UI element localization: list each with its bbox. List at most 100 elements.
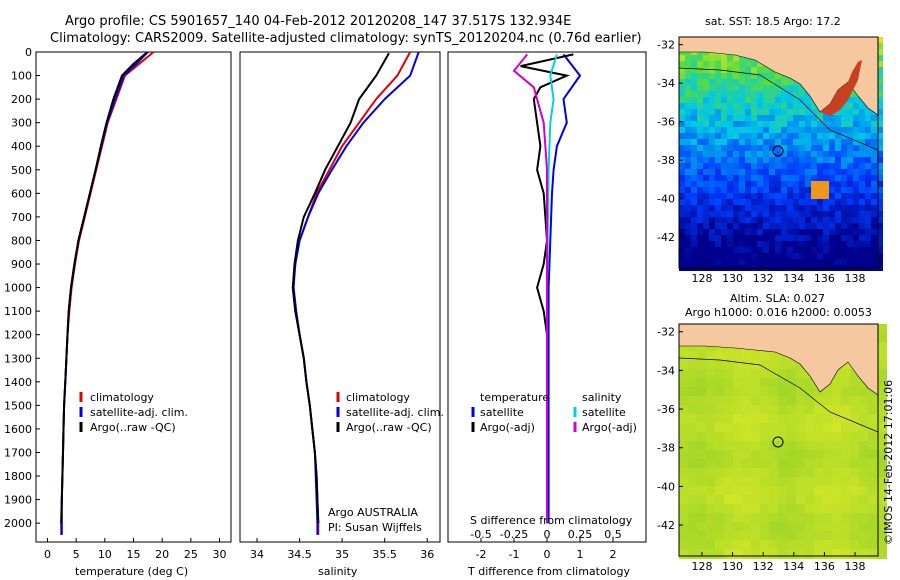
sst-cell xyxy=(877,181,883,187)
sst-cell xyxy=(709,109,715,115)
sst-cell xyxy=(793,169,799,175)
sla-cell xyxy=(706,531,716,541)
sst-cell xyxy=(715,175,721,181)
sst-cell xyxy=(757,247,763,253)
sst-cell xyxy=(739,121,745,127)
sst-cell xyxy=(859,109,865,115)
sst-cell xyxy=(835,115,841,121)
sla-cell xyxy=(724,414,734,424)
sla-cell xyxy=(688,405,698,415)
sla-cell xyxy=(733,405,743,415)
sla-cell xyxy=(805,450,815,460)
sst-cell xyxy=(799,223,805,229)
sst-cell xyxy=(679,103,685,109)
sst-cell xyxy=(793,121,799,127)
sst-cell xyxy=(727,103,733,109)
sla-cell xyxy=(733,513,743,523)
sst-cell xyxy=(721,169,727,175)
sla-cell xyxy=(814,441,824,451)
sst-cell xyxy=(811,163,817,169)
sst-cell xyxy=(793,253,799,259)
sla-cell xyxy=(787,504,797,514)
sst-cell xyxy=(679,109,685,115)
sst-cell xyxy=(703,103,709,109)
sst-cell xyxy=(721,91,727,97)
top-tick-label: 0.25 xyxy=(568,528,593,541)
sla-cell xyxy=(814,486,824,496)
sla-cell xyxy=(679,351,689,361)
sst-cell xyxy=(679,151,685,157)
sst-cell xyxy=(679,91,685,97)
sst-cell xyxy=(853,235,859,241)
sst-cell xyxy=(757,103,763,109)
sst-cell xyxy=(871,133,877,139)
sst-cell xyxy=(769,175,775,181)
sst-cell xyxy=(811,217,817,223)
sst-cell xyxy=(691,127,697,133)
sst-cell xyxy=(823,229,829,235)
sst-cell xyxy=(793,205,799,211)
sla-cell xyxy=(805,477,815,487)
sst-cell xyxy=(751,217,757,223)
sla-cell xyxy=(877,549,887,559)
sla-cell xyxy=(850,513,860,523)
sst-cell xyxy=(823,163,829,169)
sst-cell xyxy=(739,151,745,157)
sst-cell xyxy=(829,235,835,241)
legend-t-satellite-label: satellite xyxy=(480,406,524,419)
sst-cell xyxy=(715,181,721,187)
sla-cell xyxy=(724,360,734,370)
sla-cell xyxy=(679,396,689,406)
sst-cell xyxy=(715,55,721,61)
sst-cell xyxy=(763,217,769,223)
sst-cell xyxy=(775,115,781,121)
sst-map-frame xyxy=(678,36,879,269)
sla-cell xyxy=(823,513,833,523)
sla-cell xyxy=(787,369,797,379)
sst-cell xyxy=(751,121,757,127)
sst-cell xyxy=(763,91,769,97)
sst-cell xyxy=(877,169,883,175)
sst-cell xyxy=(679,115,685,121)
sla-cell xyxy=(688,423,698,433)
sla-cell xyxy=(814,414,824,424)
sst-cell xyxy=(715,169,721,175)
sst-cell xyxy=(763,253,769,259)
sst-cell xyxy=(709,229,715,235)
sla-cell xyxy=(769,522,779,532)
sst-cell xyxy=(871,139,877,145)
sst-cell xyxy=(817,145,823,151)
sla-cell xyxy=(850,486,860,496)
sst-cell xyxy=(847,223,853,229)
sst-cell xyxy=(751,157,757,163)
sst-cell xyxy=(841,259,847,265)
sst-cell xyxy=(781,145,787,151)
sst-cell xyxy=(679,163,685,169)
sla-cell xyxy=(796,414,806,424)
sst-cell xyxy=(787,169,793,175)
sst-cell xyxy=(697,163,703,169)
sla-cell xyxy=(778,351,788,361)
sst-cell xyxy=(835,193,841,199)
sst-cell xyxy=(709,253,715,259)
sst-cell xyxy=(811,247,817,253)
sla-cell xyxy=(778,504,788,514)
sst-cell xyxy=(733,79,739,85)
sst-cell xyxy=(721,79,727,85)
sst-cell xyxy=(703,229,709,235)
sst-cell xyxy=(709,163,715,169)
lat-tick-label: -42 xyxy=(657,231,675,244)
sla-cell xyxy=(733,531,743,541)
sst-cell xyxy=(829,133,835,139)
sst-cell xyxy=(751,133,757,139)
sst-cell xyxy=(841,175,847,181)
sst-cell xyxy=(823,169,829,175)
sst-cell xyxy=(835,181,841,187)
sst-cell xyxy=(877,229,883,235)
sst-cell xyxy=(697,67,703,73)
sla-cell xyxy=(733,369,743,379)
lon-tick-label: 132 xyxy=(753,560,774,573)
sla-cell xyxy=(742,477,752,487)
sst-cell xyxy=(871,223,877,229)
sst-cell xyxy=(697,61,703,67)
